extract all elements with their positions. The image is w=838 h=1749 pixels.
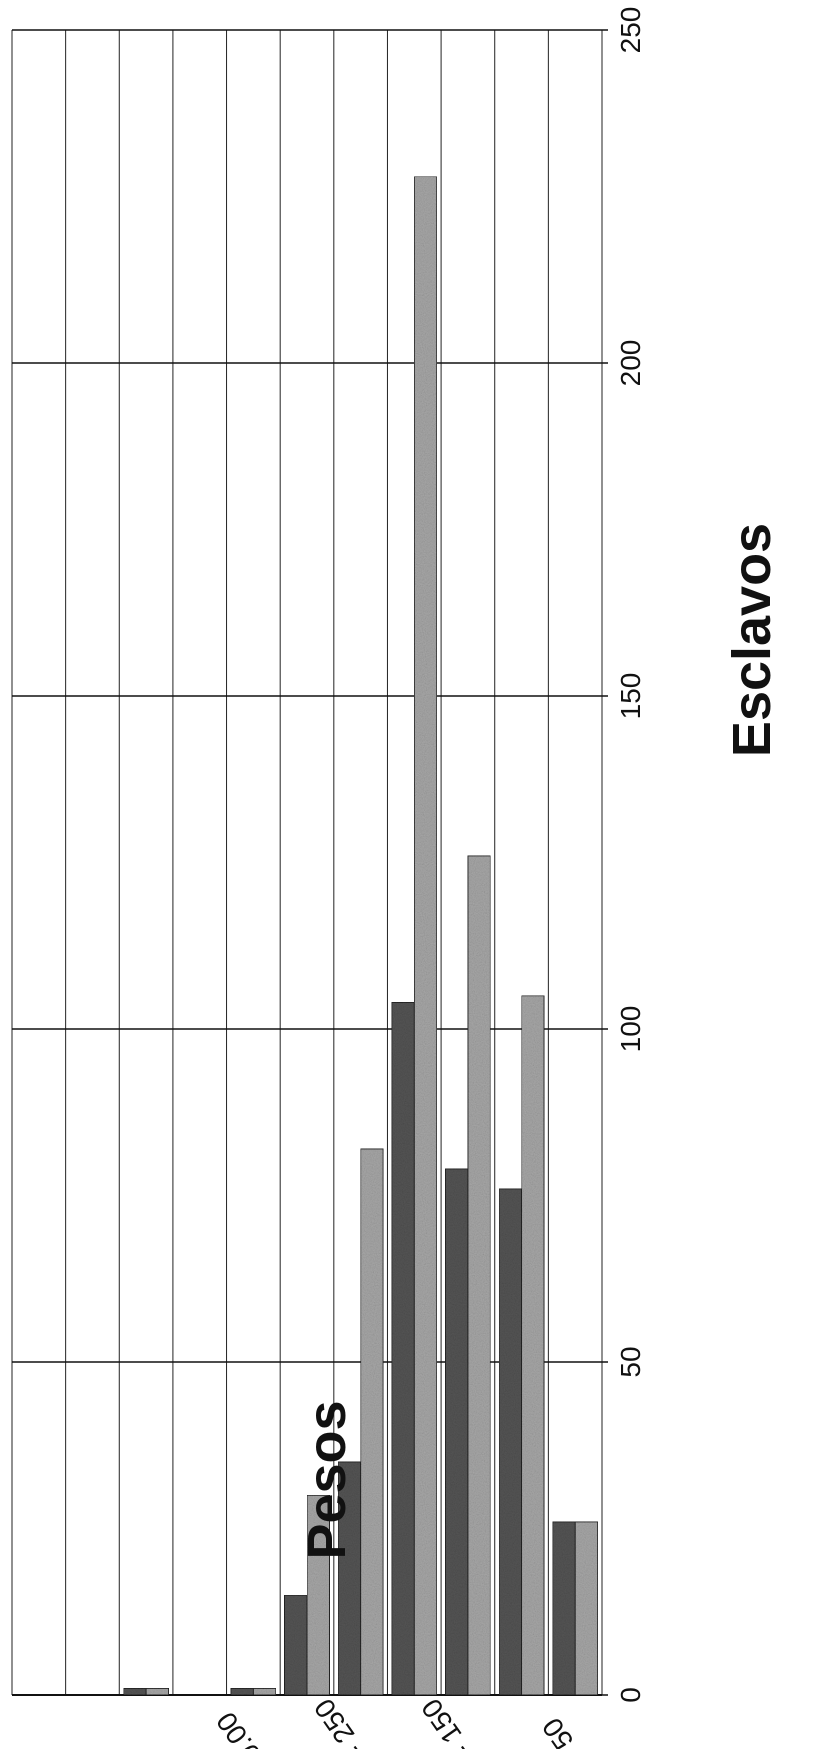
bar: [123, 1687, 147, 1696]
bar: [252, 1687, 277, 1696]
value-tick-label: 0: [615, 1687, 646, 1703]
bar: [230, 1687, 254, 1696]
bar: [444, 1168, 469, 1696]
category-tick-label: 201 - 250: [308, 1693, 401, 1749]
bars: [123, 176, 599, 1696]
bar: [306, 1494, 331, 1696]
bar: [283, 1594, 308, 1696]
value-tick-label: 100: [615, 1006, 646, 1053]
bar: [360, 1148, 384, 1696]
bar: [467, 855, 491, 1696]
bar: [521, 995, 545, 1696]
x-axis-title: Pesos: [297, 1400, 357, 1559]
value-tick-label: 50: [615, 1346, 646, 1377]
axis-titles: Esclavos Pesos: [297, 523, 782, 1560]
value-tick-label: 150: [615, 673, 646, 720]
bar: [413, 176, 438, 1696]
y-axis-title: Esclavos: [722, 523, 782, 757]
category-tick-label: 0 - 50: [536, 1712, 602, 1749]
bar: [498, 1188, 523, 1696]
bar: [552, 1521, 576, 1696]
bar: [391, 1001, 415, 1696]
category-tick-label: 350.00: [210, 1706, 285, 1749]
value-tick-label: 250: [615, 7, 646, 54]
value-tick-label: 200: [615, 340, 646, 387]
bar: [574, 1521, 599, 1696]
category-tick-label: 101 - 150: [415, 1693, 508, 1749]
bar: [145, 1687, 170, 1696]
